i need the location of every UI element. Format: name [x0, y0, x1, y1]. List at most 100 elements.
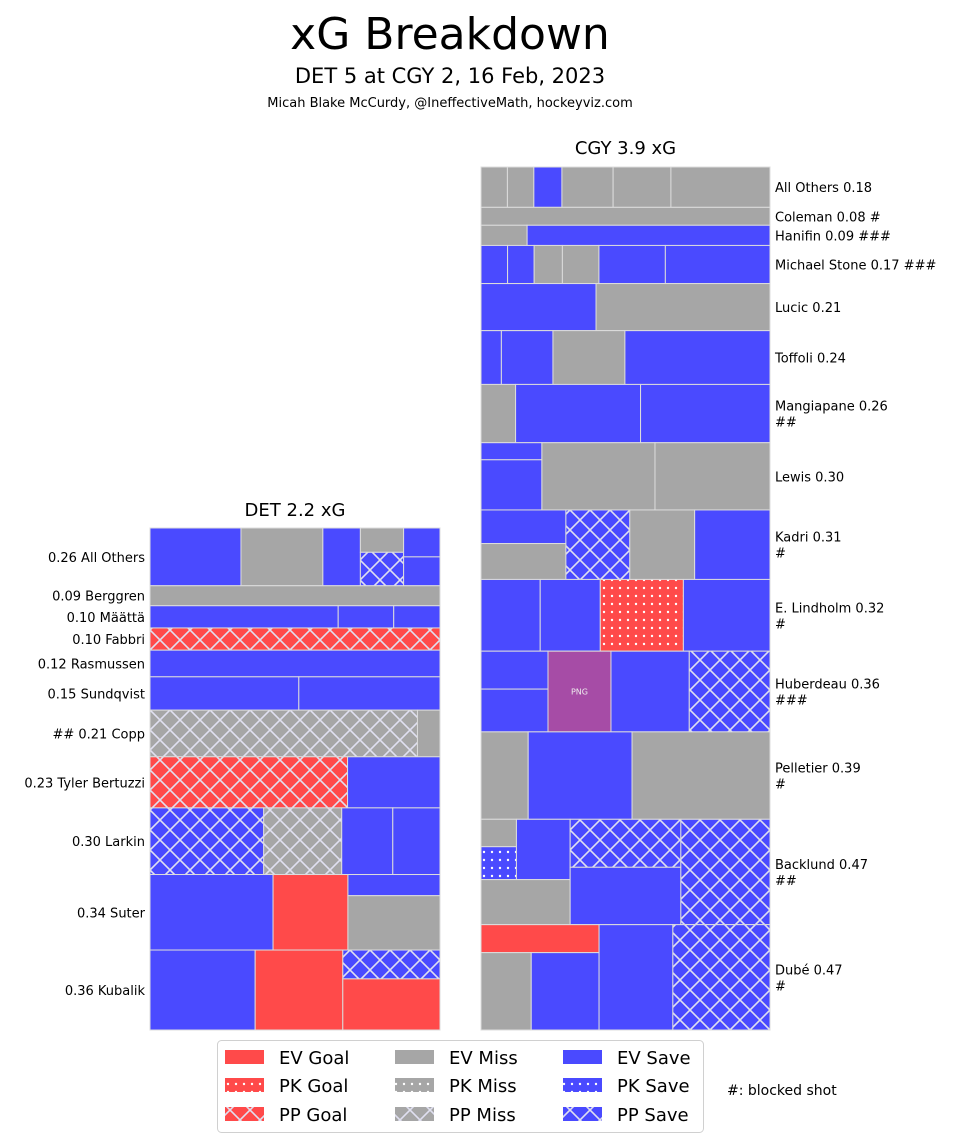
pp-hatch: [672, 924, 770, 1030]
shot-cell: [640, 384, 770, 443]
shot-ev-save: [149, 649, 441, 678]
legend-label: PK Save: [617, 1076, 690, 1097]
shot-ev-save: [149, 874, 274, 951]
legend-swatch-dots: [395, 1078, 434, 1092]
shot-ev-save: [149, 527, 242, 587]
pp-hatch: [150, 756, 348, 808]
player-label: Hanifin 0.09 ###: [775, 229, 891, 244]
player-label: #: [775, 617, 786, 632]
player-label: ##: [775, 416, 797, 431]
shot-cell: [360, 528, 404, 553]
shot-cell: [515, 384, 641, 443]
shot-ev-miss: [480, 224, 528, 246]
shot-cell: [150, 676, 299, 711]
shot-cell: [150, 585, 440, 606]
legend-note: #: blocked shot: [727, 1083, 837, 1099]
pk-dots: [481, 846, 517, 880]
shot-cell: [670, 167, 770, 208]
shot-ev-save: [480, 578, 541, 652]
shot-cell: [347, 874, 440, 896]
player-band: Lewis 0.30: [480, 442, 844, 511]
shot-ev-miss: [480, 543, 567, 580]
player-label: Kadri 0.31: [775, 531, 842, 546]
legend-label: EV Miss: [449, 1048, 518, 1069]
shot-cell: [403, 528, 440, 557]
shot-ev-miss: [359, 527, 405, 553]
shot-cell: [683, 579, 770, 652]
shot-cell: [341, 807, 393, 875]
shot-cell: [150, 605, 339, 628]
player-label: #: [775, 778, 786, 793]
shot-ev-save: [530, 952, 600, 1031]
shot-ev-miss: [480, 879, 571, 926]
shot-ev-miss: [670, 166, 771, 208]
shot-pk-goal: [599, 578, 684, 652]
pp-hatch: [565, 509, 630, 580]
shot-cell: [403, 556, 440, 586]
player-band: Hanifin 0.09 ###: [480, 224, 891, 246]
player-band: Kadri 0.31#: [480, 509, 842, 580]
shot-ev-save: [347, 874, 441, 897]
shot-cell: [540, 579, 601, 652]
legend-item-pk-save: PK Save: [563, 1076, 690, 1097]
shot-cell: [481, 459, 542, 510]
shot-pp-save: [688, 650, 771, 733]
shot-ev-miss: [506, 166, 535, 208]
player-label: 0.10 Fabbri: [72, 633, 145, 648]
pp-hatch: [150, 627, 440, 651]
pp-hatch: [150, 710, 418, 757]
legend-item-ev-save: EV Save: [563, 1048, 691, 1069]
shot-cell: [347, 756, 440, 808]
player-band: 0.26 All Others: [48, 527, 441, 587]
shot-cell: [481, 689, 549, 732]
player-label: Huberdeau 0.36: [775, 678, 880, 693]
shot-ev-save: [526, 224, 771, 246]
player-band: 0.09 Berggren: [52, 585, 441, 607]
shot-cell: [392, 807, 440, 875]
legend-item-ev-miss: EV Miss: [395, 1048, 518, 1069]
shot-cell: [665, 245, 770, 284]
shot-ev-save: [598, 924, 674, 1031]
shot-cell: [481, 384, 516, 443]
shot-ev-save: [694, 509, 771, 580]
shot-cell: [417, 710, 440, 757]
shot-cell: [694, 509, 770, 580]
player-band: 0.23 Tyler Bertuzzi: [24, 756, 441, 809]
legend-label: EV Save: [617, 1048, 691, 1069]
player-band: 0.36 Kubalik: [65, 949, 441, 1031]
team-det-block: DET 2.2 xG 0.26 All Others 0.09 Berggren 0.…: [24, 500, 441, 1031]
shot-cell: [481, 879, 571, 925]
shot-pp-save: [565, 509, 631, 580]
chart-title: xG Breakdown: [290, 9, 610, 60]
shot-ev-miss: [552, 330, 626, 385]
legend-swatch-hatch: [563, 1107, 602, 1121]
shot-ev-save: [480, 688, 549, 733]
shot-ev-goal: [480, 924, 600, 954]
shot-ev-save: [682, 578, 771, 652]
shot-ev-save: [480, 509, 567, 545]
shot-ev-miss: [561, 244, 600, 285]
player-label: Michael Stone 0.17 ###: [775, 259, 936, 274]
shot-cell: [501, 330, 553, 385]
player-label: Lucic 0.21: [775, 301, 841, 316]
shot-ev-miss: [533, 244, 563, 285]
shot-ev-save: [341, 807, 394, 876]
shot-ev-save: [480, 283, 597, 332]
legend-label: PK Goal: [279, 1076, 348, 1097]
shot-cell: [528, 731, 633, 820]
shot-cell: [527, 225, 770, 246]
shot-ev-save: [392, 807, 441, 876]
shot-penalty-shot: PNG: [547, 650, 612, 733]
legend-swatch-hatch: [225, 1107, 264, 1121]
legend-item-pp-miss: PP Miss: [395, 1105, 516, 1126]
shot-cell: [322, 528, 361, 586]
shot-cell: [481, 924, 600, 953]
shot-ev-save: [569, 866, 682, 926]
shot-cell: [533, 167, 562, 208]
shot-ev-goal: [272, 874, 349, 951]
shot-ev-save: [500, 330, 554, 385]
shot-ev-save: [149, 949, 256, 1031]
shot-cell: [481, 207, 770, 226]
legend-swatch-hatch: [395, 1107, 434, 1121]
pp-hatch: [342, 950, 440, 979]
